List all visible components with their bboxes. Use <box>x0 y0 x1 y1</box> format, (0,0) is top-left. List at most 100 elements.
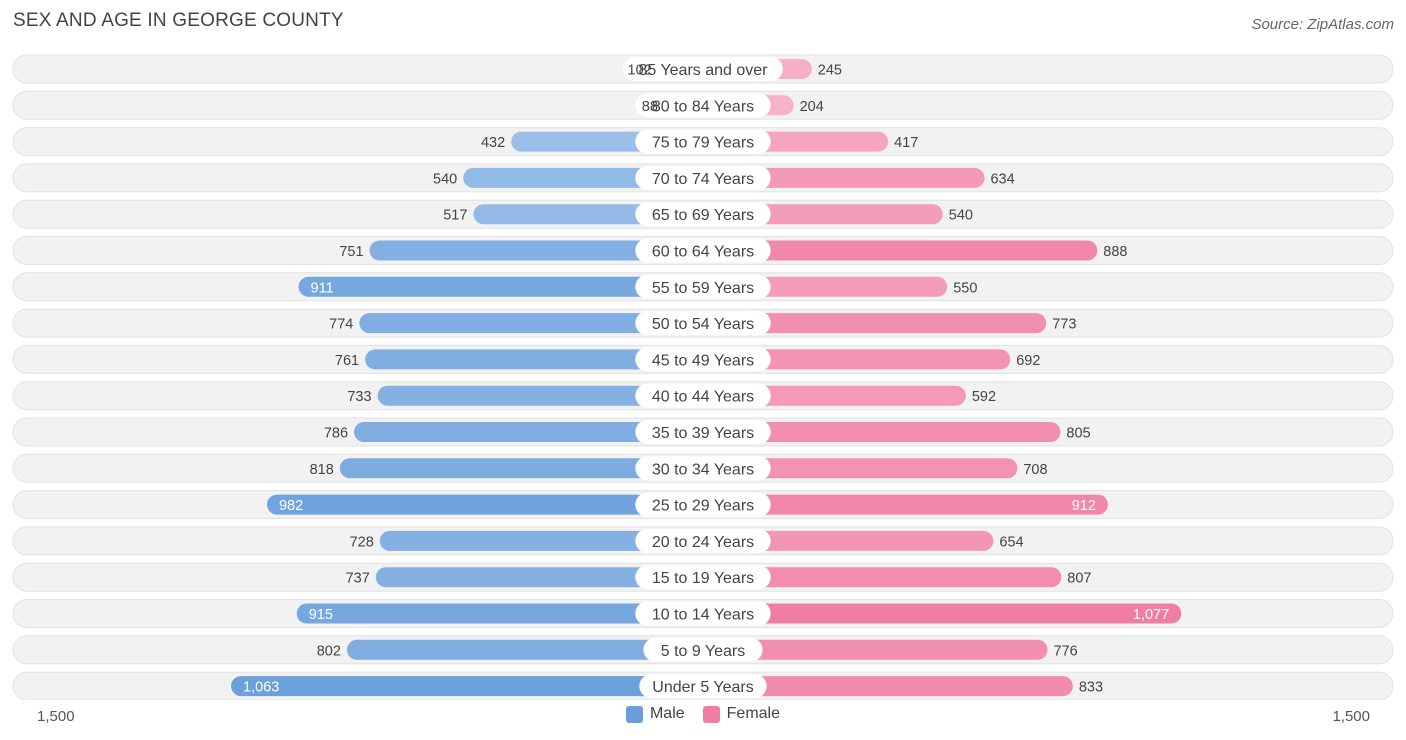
value-label-female: 773 <box>1052 317 1076 333</box>
category-label: 75 to 79 Years <box>652 135 754 152</box>
value-label-female: 776 <box>1054 643 1078 659</box>
value-label-male: 982 <box>279 498 303 514</box>
value-label-male: 774 <box>329 317 353 333</box>
legend-item-female[interactable]: Female <box>702 705 781 723</box>
value-label-female: 654 <box>999 534 1023 550</box>
bar-female <box>703 349 1011 370</box>
category-pill <box>623 57 783 81</box>
value-label-male: 728 <box>350 534 374 550</box>
value-label-female: 634 <box>990 171 1014 187</box>
legend-label-female: Female <box>726 705 781 722</box>
value-label-female: 708 <box>1023 462 1047 478</box>
bar-male <box>365 349 703 370</box>
category-pill <box>639 674 767 699</box>
category-label: 10 to 14 Years <box>652 607 754 624</box>
bar-male <box>346 639 703 660</box>
category-pill <box>643 637 763 662</box>
value-label-male: 915 <box>309 607 333 623</box>
value-label-male: 911 <box>311 280 334 296</box>
category-pill <box>635 93 771 118</box>
value-label-female: 245 <box>818 63 842 79</box>
value-label-male: 737 <box>346 571 370 587</box>
category-pill <box>635 383 771 408</box>
value-label-male: 802 <box>317 643 341 659</box>
category-pill <box>635 492 771 517</box>
axis-label-right: 1,500 <box>1332 708 1370 725</box>
category-label: 45 to 49 Years <box>652 352 754 369</box>
bar-male <box>377 385 703 406</box>
bar-male <box>339 458 703 479</box>
bar-male <box>354 422 703 442</box>
category-pill <box>635 565 771 590</box>
value-label-female: 540 <box>949 208 973 224</box>
category-label: Under 5 Years <box>652 679 753 696</box>
bar-male <box>298 276 703 297</box>
category-label: 20 to 24 Years <box>652 534 754 551</box>
value-label-male: 786 <box>324 426 348 442</box>
category-pill <box>635 456 771 481</box>
category-pill <box>635 274 771 299</box>
bar-male <box>379 530 703 551</box>
value-label-female: 888 <box>1103 244 1127 260</box>
legend-label-male: Male <box>649 705 685 722</box>
value-label-female: 592 <box>972 389 996 405</box>
value-label-male: 88 <box>642 99 658 115</box>
value-label-male: 1,063 <box>243 680 279 696</box>
value-label-male: 733 <box>347 389 371 405</box>
category-label: 55 to 59 Years <box>652 280 754 297</box>
category-pill <box>635 347 771 372</box>
category-label: 85 Years and over <box>639 62 769 79</box>
bar-male <box>266 494 703 515</box>
value-label-female: 1,077 <box>1133 607 1169 623</box>
value-label-female: 417 <box>894 135 918 151</box>
category-label: 40 to 44 Years <box>652 389 754 406</box>
category-label: 25 to 29 Years <box>652 498 754 515</box>
value-label-male: 761 <box>335 353 359 369</box>
category-label: 70 to 74 Years <box>652 171 754 188</box>
bar-female <box>703 422 1061 442</box>
value-label-male: 818 <box>310 462 334 478</box>
bar-female <box>703 240 1098 261</box>
bar-male <box>375 567 703 588</box>
value-label-male: 517 <box>443 208 467 224</box>
value-label-female: 807 <box>1067 571 1091 587</box>
value-label-female: 833 <box>1079 680 1103 696</box>
bar-female <box>703 494 1108 515</box>
value-label-female: 204 <box>800 99 824 115</box>
bar-female <box>703 458 1018 479</box>
bar-female <box>703 530 994 551</box>
legend-item-male[interactable]: Male <box>625 705 685 723</box>
bar-male <box>296 603 703 624</box>
value-label-male: 432 <box>481 135 505 151</box>
category-pill <box>635 311 771 336</box>
bar-male <box>231 676 703 697</box>
bar-female <box>703 313 1047 334</box>
legend-swatch-male <box>625 705 643 723</box>
category-label: 30 to 34 Years <box>652 461 754 478</box>
bar-female <box>703 167 985 188</box>
category-label: 50 to 54 Years <box>652 316 754 333</box>
category-pill <box>635 420 771 444</box>
category-label: 60 to 64 Years <box>652 244 754 261</box>
category-pill <box>635 601 771 626</box>
value-label-female: 550 <box>953 280 977 296</box>
value-label-female: 805 <box>1066 426 1090 442</box>
category-pill <box>635 238 771 263</box>
value-label-male: 751 <box>339 244 363 260</box>
category-pill <box>635 202 771 227</box>
category-label: 80 to 84 Years <box>652 98 754 115</box>
bar-male <box>359 313 703 334</box>
source-label: Source: ZipAtlas.com <box>1251 16 1394 33</box>
bar-male <box>369 240 703 261</box>
value-label-male: 540 <box>433 171 457 187</box>
bar-female <box>703 567 1062 588</box>
value-label-female: 912 <box>1072 498 1096 514</box>
legend: Male Female <box>0 705 1406 723</box>
category-label: 65 to 69 Years <box>652 207 754 224</box>
axis-label-left: 1,500 <box>37 708 75 725</box>
category-pill <box>635 129 771 154</box>
category-label: 15 to 19 Years <box>652 570 754 587</box>
value-label-male: 102 <box>628 63 652 79</box>
bar-female <box>703 676 1073 697</box>
